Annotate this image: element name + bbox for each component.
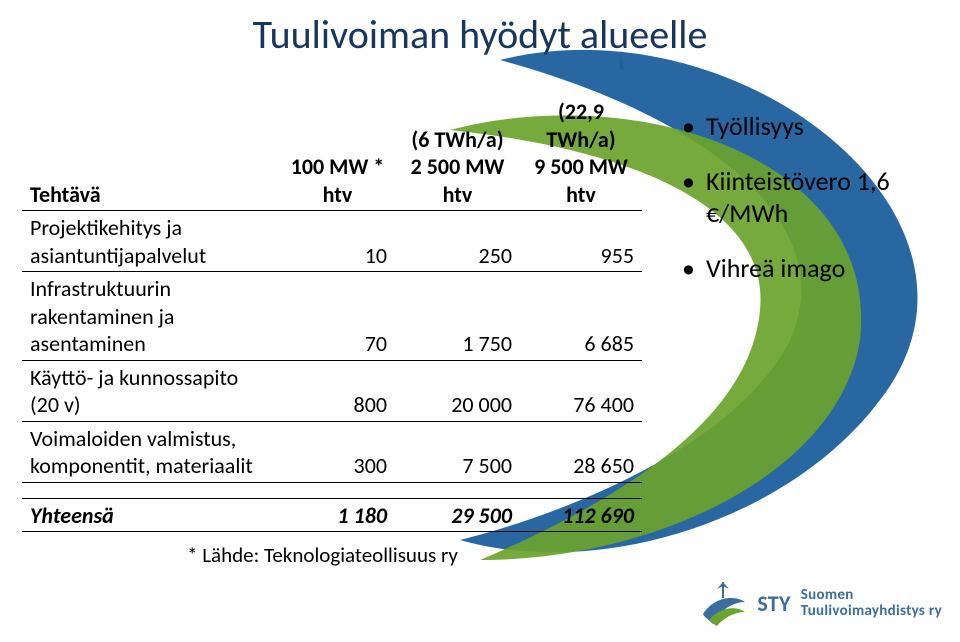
col-header-task-label: Tehtävä	[30, 181, 101, 208]
row-v2: 250	[395, 211, 520, 272]
table-row: Käyttö- ja kunnossapito (20 v)80020 0007…	[22, 360, 642, 421]
col1-subb: htv	[323, 181, 353, 208]
row-v1: 300	[280, 421, 395, 482]
benefits-table: Tehtävä 100 MW * htv (6 TWh/a) 2 500 MW …	[22, 95, 642, 568]
bullet-item: Kiinteistövero 1,6 €/MWh	[680, 165, 940, 230]
totals-label: Yhteensä	[22, 498, 280, 532]
row-v3: 955	[520, 211, 642, 272]
col-header-2: (6 TWh/a) 2 500 MW htv	[395, 95, 520, 211]
slide-title: Tuulivoiman hyödyt alueelle	[0, 10, 960, 59]
totals-v3: 112 690	[520, 498, 642, 532]
col3-subb: htv	[566, 181, 596, 208]
row-v1: 800	[280, 360, 395, 421]
benefits-bullets: Työllisyys Kiinteistövero 1,6 €/MWh Vihreä…	[680, 110, 940, 306]
table-row: Projektikehitys ja asiantuntijapalvelut1…	[22, 211, 642, 272]
logo-acronym: STY	[757, 592, 790, 615]
sty-logo-icon	[699, 580, 747, 628]
totals-row: Yhteensä1 18029 500112 690	[22, 498, 642, 532]
bullet-item: Vihreä imago	[680, 252, 940, 285]
row-v3: 76 400	[520, 360, 642, 421]
col2-subb: htv	[443, 181, 473, 208]
logo-line2: Tuulivoimayhdistys ry	[801, 604, 942, 620]
col-header-1: 100 MW * htv	[280, 95, 395, 211]
row-label: Voimaloiden valmistus, komponentit, mate…	[22, 421, 280, 482]
col2-suba: 2 500 MW	[411, 153, 505, 180]
row-v3: 28 650	[520, 421, 642, 482]
table-footnote: * Lähde: Teknologiateollisuus ry	[22, 532, 642, 568]
col-header-3: (22,9 TWh/a) 9 500 MW htv	[520, 95, 642, 211]
row-v3: 6 685	[520, 272, 642, 361]
row-v1: 70	[280, 272, 395, 361]
row-v1: 10	[280, 211, 395, 272]
row-label: Käyttö- ja kunnossapito (20 v)	[22, 360, 280, 421]
col3-top: (22,9 TWh/a)	[546, 98, 615, 153]
row-label: Infrastruktuurin rakentaminen ja asentam…	[22, 272, 280, 361]
table-row: Voimaloiden valmistus, komponentit, mate…	[22, 421, 642, 482]
bullet-item: Työllisyys	[680, 110, 940, 143]
row-label: Projektikehitys ja asiantuntijapalvelut	[22, 211, 280, 272]
totals-v1: 1 180	[280, 498, 395, 532]
table-row: Infrastruktuurin rakentaminen ja asentam…	[22, 272, 642, 361]
sty-logo: STY Suomen Tuulivoimayhdistys ry	[699, 580, 942, 628]
slide: Tuulivoiman hyödyt alueelle Tehtävä 100 …	[0, 0, 960, 642]
row-v2: 20 000	[395, 360, 520, 421]
col2-top: (6 TWh/a)	[411, 126, 503, 153]
col1-suba: 100 MW *	[291, 153, 385, 180]
row-v2: 1 750	[395, 272, 520, 361]
totals-v2: 29 500	[395, 498, 520, 532]
col3-suba: 9 500 MW	[534, 153, 628, 180]
row-v2: 7 500	[395, 421, 520, 482]
col-header-task: Tehtävä	[22, 95, 280, 211]
